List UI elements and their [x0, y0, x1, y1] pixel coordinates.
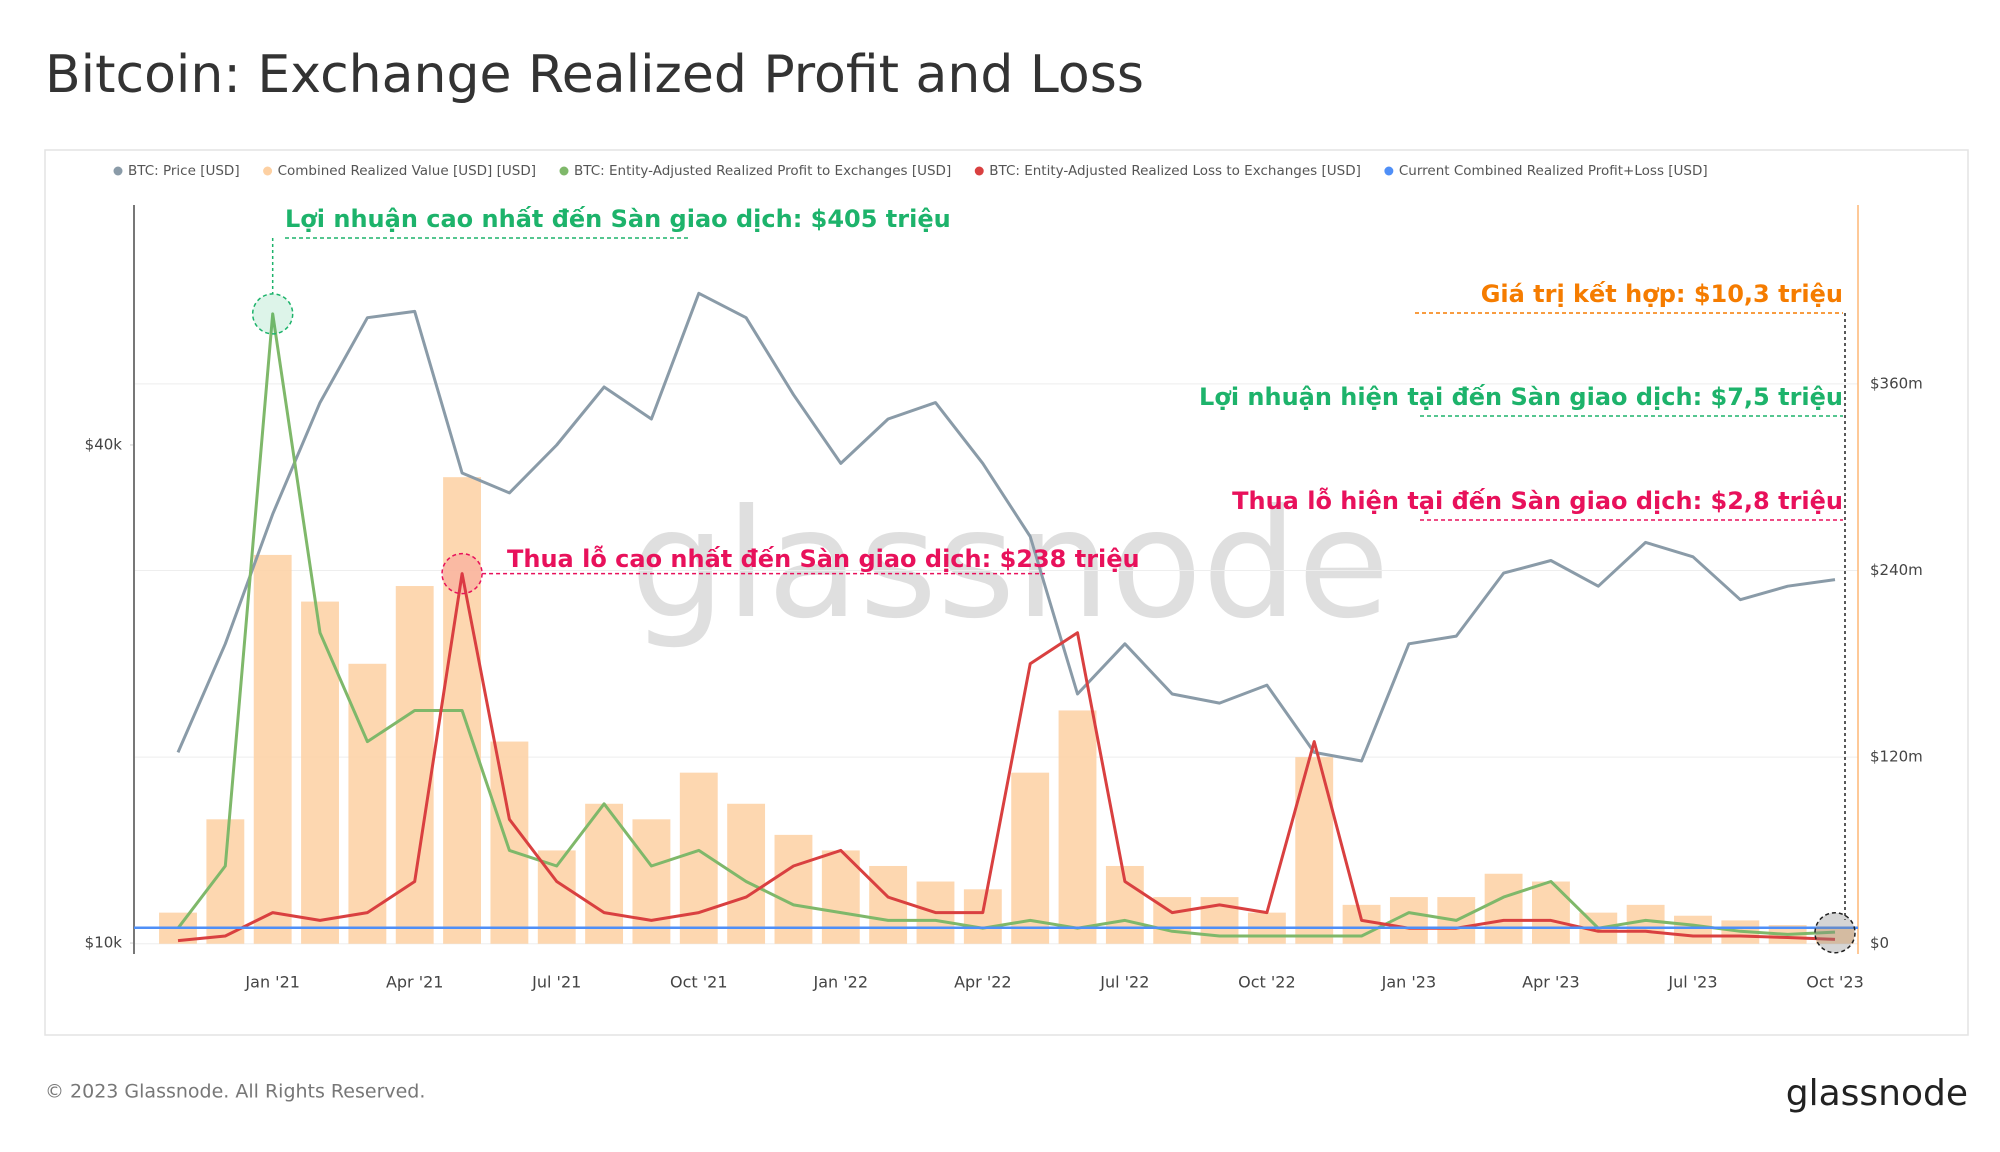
line-series [177, 572, 1836, 943]
x-tick-label: Apr '23 [1522, 973, 1580, 992]
x-tick-label: Apr '22 [954, 973, 1012, 992]
legend-label: Combined Realized Value [USD] [USD] [278, 163, 536, 179]
y2-tick-label: $360m [1870, 374, 1923, 392]
x-tick-label: Jan '21 [244, 973, 300, 992]
annotation: Lợi nhuận cao nhất đến Sàn giao dịch: $4… [285, 205, 951, 233]
legend-label: BTC: Entity-Adjusted Realized Profit to … [574, 163, 951, 179]
annotation: Lợi nhuận hiện tại đến Sàn giao dịch: $7… [1199, 383, 1843, 411]
y2-tick-label: $240m [1870, 561, 1923, 579]
line-series [176, 312, 1836, 938]
bar [774, 834, 813, 944]
x-tick-label: Apr '21 [386, 973, 444, 992]
highlight [251, 293, 294, 335]
legend-dot [113, 166, 123, 176]
annotation: Thua lỗ cao nhất đến Sàn giao dịch: $238… [507, 544, 1140, 573]
highlight [441, 552, 483, 595]
bar [1011, 772, 1050, 944]
legend-dot [974, 166, 984, 176]
annotation: Thua lỗ hiện tại đến Sàn giao dịch: $2,8… [1232, 486, 1843, 515]
bar [1532, 881, 1570, 944]
highlight [1814, 911, 1856, 954]
bar [869, 865, 908, 944]
bar [490, 741, 529, 944]
x-tick-label: Jul '23 [1667, 973, 1717, 992]
bar [348, 663, 387, 944]
bar [301, 601, 339, 944]
legend-dot [1384, 166, 1394, 176]
x-tick-label: Jul '21 [531, 973, 581, 992]
x-tick-label: Jan '23 [1381, 973, 1437, 992]
y-tick-label: $10k [85, 934, 123, 952]
x-tick-label: Oct '22 [1238, 973, 1296, 992]
bar [1484, 873, 1523, 944]
bar [395, 586, 434, 944]
legend-dot [559, 166, 569, 176]
bar [1342, 904, 1381, 944]
x-tick-label: Jul '22 [1099, 973, 1149, 992]
bar [963, 889, 1002, 944]
logo: glassnode [1786, 1073, 1968, 1114]
legend-label: Current Combined Realized Profit+Loss [U… [1399, 163, 1708, 179]
bar [1626, 904, 1665, 944]
annotation: Giá trị kết hợp: $10,3 triệu [1481, 280, 1843, 308]
x-tick-label: Oct '21 [670, 973, 728, 992]
bar [585, 803, 624, 944]
chart-title: Bitcoin: Exchange Realized Profit and Lo… [45, 45, 1144, 105]
x-tick-label: Jan '22 [813, 973, 869, 992]
bar [253, 554, 292, 944]
legend-label: BTC: Price [USD] [128, 163, 240, 179]
y2-tick-label: $0 [1870, 934, 1889, 952]
line-series [176, 291, 1836, 763]
legend-label: BTC: Entity-Adjusted Realized Loss to Ex… [989, 163, 1361, 179]
chart-frame [44, 149, 1969, 1036]
bar [1674, 915, 1712, 944]
legend-dot [263, 166, 273, 176]
x-tick-label: Oct '23 [1806, 973, 1864, 992]
bar [1058, 710, 1097, 944]
y-tick-label: $40k [85, 435, 123, 453]
copyright: © 2023 Glassnode. All Rights Reserved. [45, 1081, 425, 1103]
bar [632, 819, 671, 944]
y2-tick-label: $120m [1870, 748, 1923, 766]
